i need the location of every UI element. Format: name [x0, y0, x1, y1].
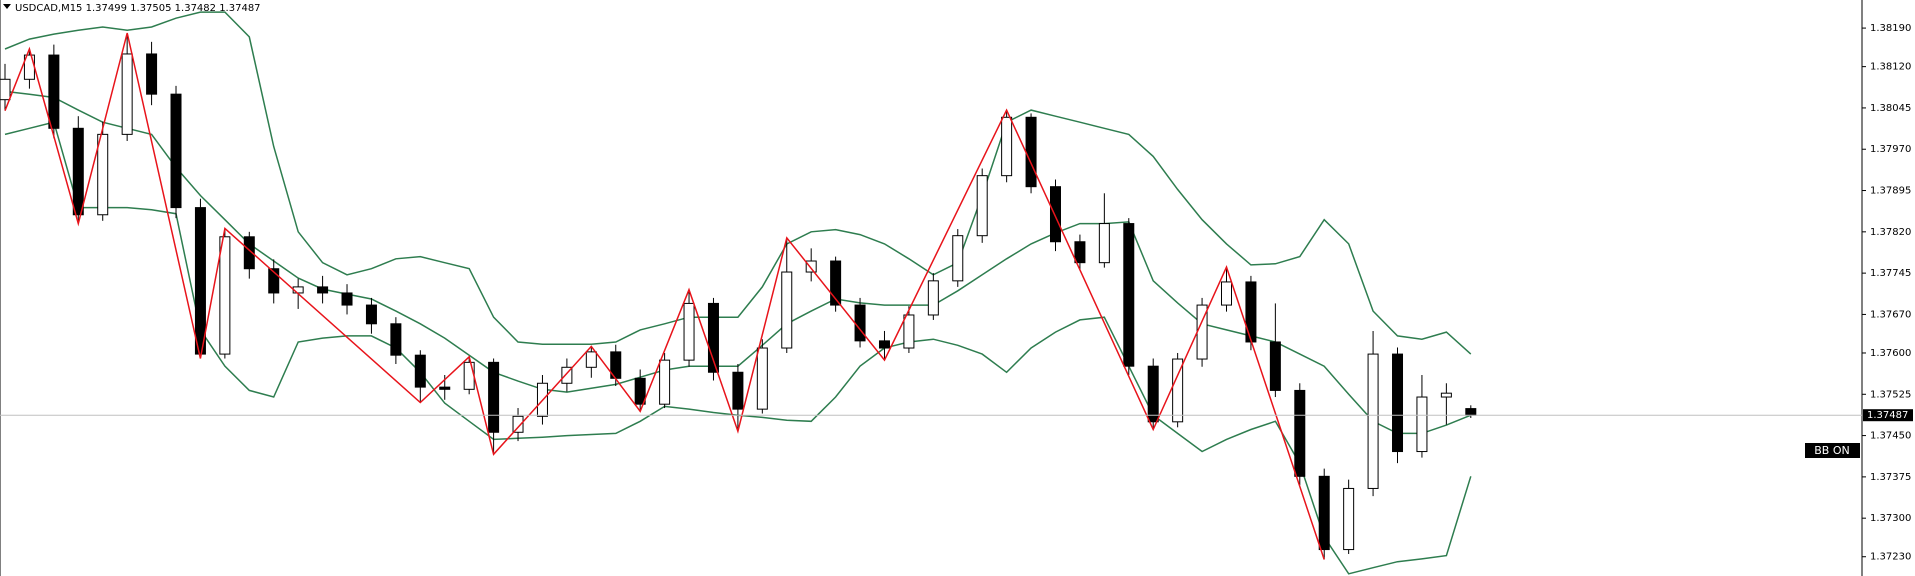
- candle-body: [1416, 396, 1428, 453]
- candle-body: [488, 361, 500, 433]
- candle-body: [72, 127, 84, 216]
- candle-body: [1074, 241, 1086, 264]
- y-tick-label: 1.37230: [1870, 552, 1911, 563]
- candle-body: [732, 371, 744, 410]
- candle-body: [903, 314, 915, 349]
- candle-body: [1049, 186, 1061, 243]
- bollinger-upper: [4, 11, 1472, 355]
- candle-body: [707, 302, 719, 373]
- y-tick-label: 1.38120: [1870, 62, 1911, 73]
- candle-body: [1245, 281, 1257, 343]
- candle-body: [878, 340, 890, 349]
- candle-body: [976, 175, 988, 237]
- candle-body: [1123, 223, 1135, 367]
- candle-body: [97, 133, 109, 216]
- candle-body: [1465, 408, 1477, 416]
- candle-body: [219, 236, 231, 355]
- candle-body: [512, 415, 524, 433]
- candle-body: [146, 53, 158, 95]
- y-tick-label: 1.37450: [1870, 431, 1911, 442]
- candle-body: [1172, 358, 1184, 423]
- y-tick-label: 1.37375: [1870, 472, 1911, 483]
- candle-body: [463, 361, 475, 390]
- menu-arrow[interactable]: [3, 4, 11, 9]
- candle-body: [561, 366, 573, 384]
- candle-body: [1318, 475, 1330, 551]
- candle-body: [1001, 116, 1013, 177]
- last-price-label: 1.37487: [1867, 410, 1908, 421]
- candle-body: [683, 302, 695, 361]
- candle-body: [1147, 365, 1159, 423]
- y-tick-label: 1.37600: [1870, 348, 1911, 359]
- candle-body: [805, 260, 817, 273]
- candle-body: [121, 53, 133, 135]
- y-tick-label: 1.37670: [1870, 309, 1911, 320]
- y-tick-label: 1.37895: [1870, 186, 1911, 197]
- candle-body: [365, 304, 377, 325]
- candle-body: [390, 323, 402, 356]
- last-price-box: [1863, 409, 1913, 422]
- indicator-label: BB ON: [1814, 444, 1849, 457]
- candle-body: [1025, 116, 1037, 188]
- candle-body: [1294, 389, 1306, 477]
- candle-body: [439, 386, 451, 390]
- candle-body: [1367, 353, 1379, 489]
- candle-body: [952, 235, 964, 282]
- candle-body: [243, 236, 255, 270]
- candle-body: [830, 260, 842, 306]
- candle-body: [341, 292, 353, 306]
- candle-body: [194, 207, 206, 355]
- candle-body: [781, 271, 793, 349]
- chart-title: USDCAD,M15 1.37499 1.37505 1.37482 1.374…: [15, 3, 261, 14]
- candle-body: [756, 347, 768, 410]
- candle-body: [854, 304, 866, 342]
- candle-body: [1269, 341, 1281, 391]
- candle-body: [634, 377, 646, 405]
- y-tick-label: 1.37525: [1870, 389, 1911, 400]
- zigzag-line: [4, 32, 1325, 560]
- candle-body: [1392, 353, 1404, 453]
- y-tick-label: 1.37970: [1870, 144, 1911, 155]
- candle-body: [170, 93, 182, 209]
- candle-body: [48, 54, 60, 129]
- candle-body: [317, 286, 329, 294]
- candle-body: [659, 359, 671, 405]
- y-tick-label: 1.37300: [1870, 513, 1911, 524]
- candle-body: [585, 351, 597, 368]
- candle-body: [927, 280, 939, 316]
- candle-body: [1440, 392, 1452, 398]
- y-tick-label: 1.37745: [1870, 268, 1911, 279]
- indicator-box: [1805, 443, 1860, 458]
- y-tick-label: 1.38045: [1870, 103, 1911, 114]
- candle-body: [414, 354, 426, 388]
- candle-body: [1343, 487, 1355, 551]
- candle-body: [1098, 223, 1110, 264]
- candle-body: [1221, 281, 1232, 306]
- candle-body: [0, 78, 11, 101]
- y-tick-label: 1.37820: [1870, 227, 1911, 238]
- candle-body: [268, 268, 280, 294]
- y-tick-label: 1.38190: [1870, 23, 1911, 34]
